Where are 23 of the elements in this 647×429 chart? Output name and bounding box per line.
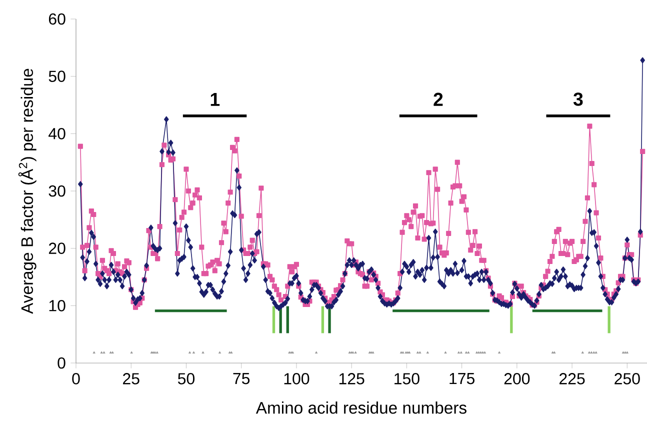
x-tick-label: 125 bbox=[339, 373, 364, 384]
x-tick-label: 25 bbox=[123, 373, 140, 384]
x-tick-label: 75 bbox=[233, 373, 250, 384]
y-tick-label: 10 bbox=[49, 300, 66, 312]
y-tick-label: 50 bbox=[48, 70, 66, 82]
y-tick-label: 20 bbox=[48, 242, 66, 254]
x-tick-label: 100 bbox=[284, 373, 310, 384]
annotation: 2 bbox=[434, 92, 443, 106]
x-tick-label: 225 bbox=[559, 373, 585, 384]
y-tick-label: 30 bbox=[48, 185, 66, 197]
x-tick-label: 200 bbox=[504, 373, 530, 384]
annotation: 1 bbox=[210, 93, 220, 106]
y-tick-label: 60 bbox=[48, 13, 66, 25]
x-tick-label: 150 bbox=[394, 373, 420, 384]
y-tick-label: 0 bbox=[58, 357, 66, 369]
x-tick-label: 50 bbox=[178, 373, 195, 384]
annotation: 3 bbox=[573, 92, 583, 106]
x-axis-title: Amino acid residue numbers bbox=[256, 402, 466, 414]
x-tick-label: 250 bbox=[614, 373, 640, 384]
y-tick-label: 40 bbox=[48, 128, 66, 140]
y-axis-title: Average B factor (Å$^{2}$) per residue bbox=[18, 68, 36, 314]
x-tick-label: 0 bbox=[72, 373, 80, 384]
x-tick-label: 175 bbox=[450, 373, 474, 384]
